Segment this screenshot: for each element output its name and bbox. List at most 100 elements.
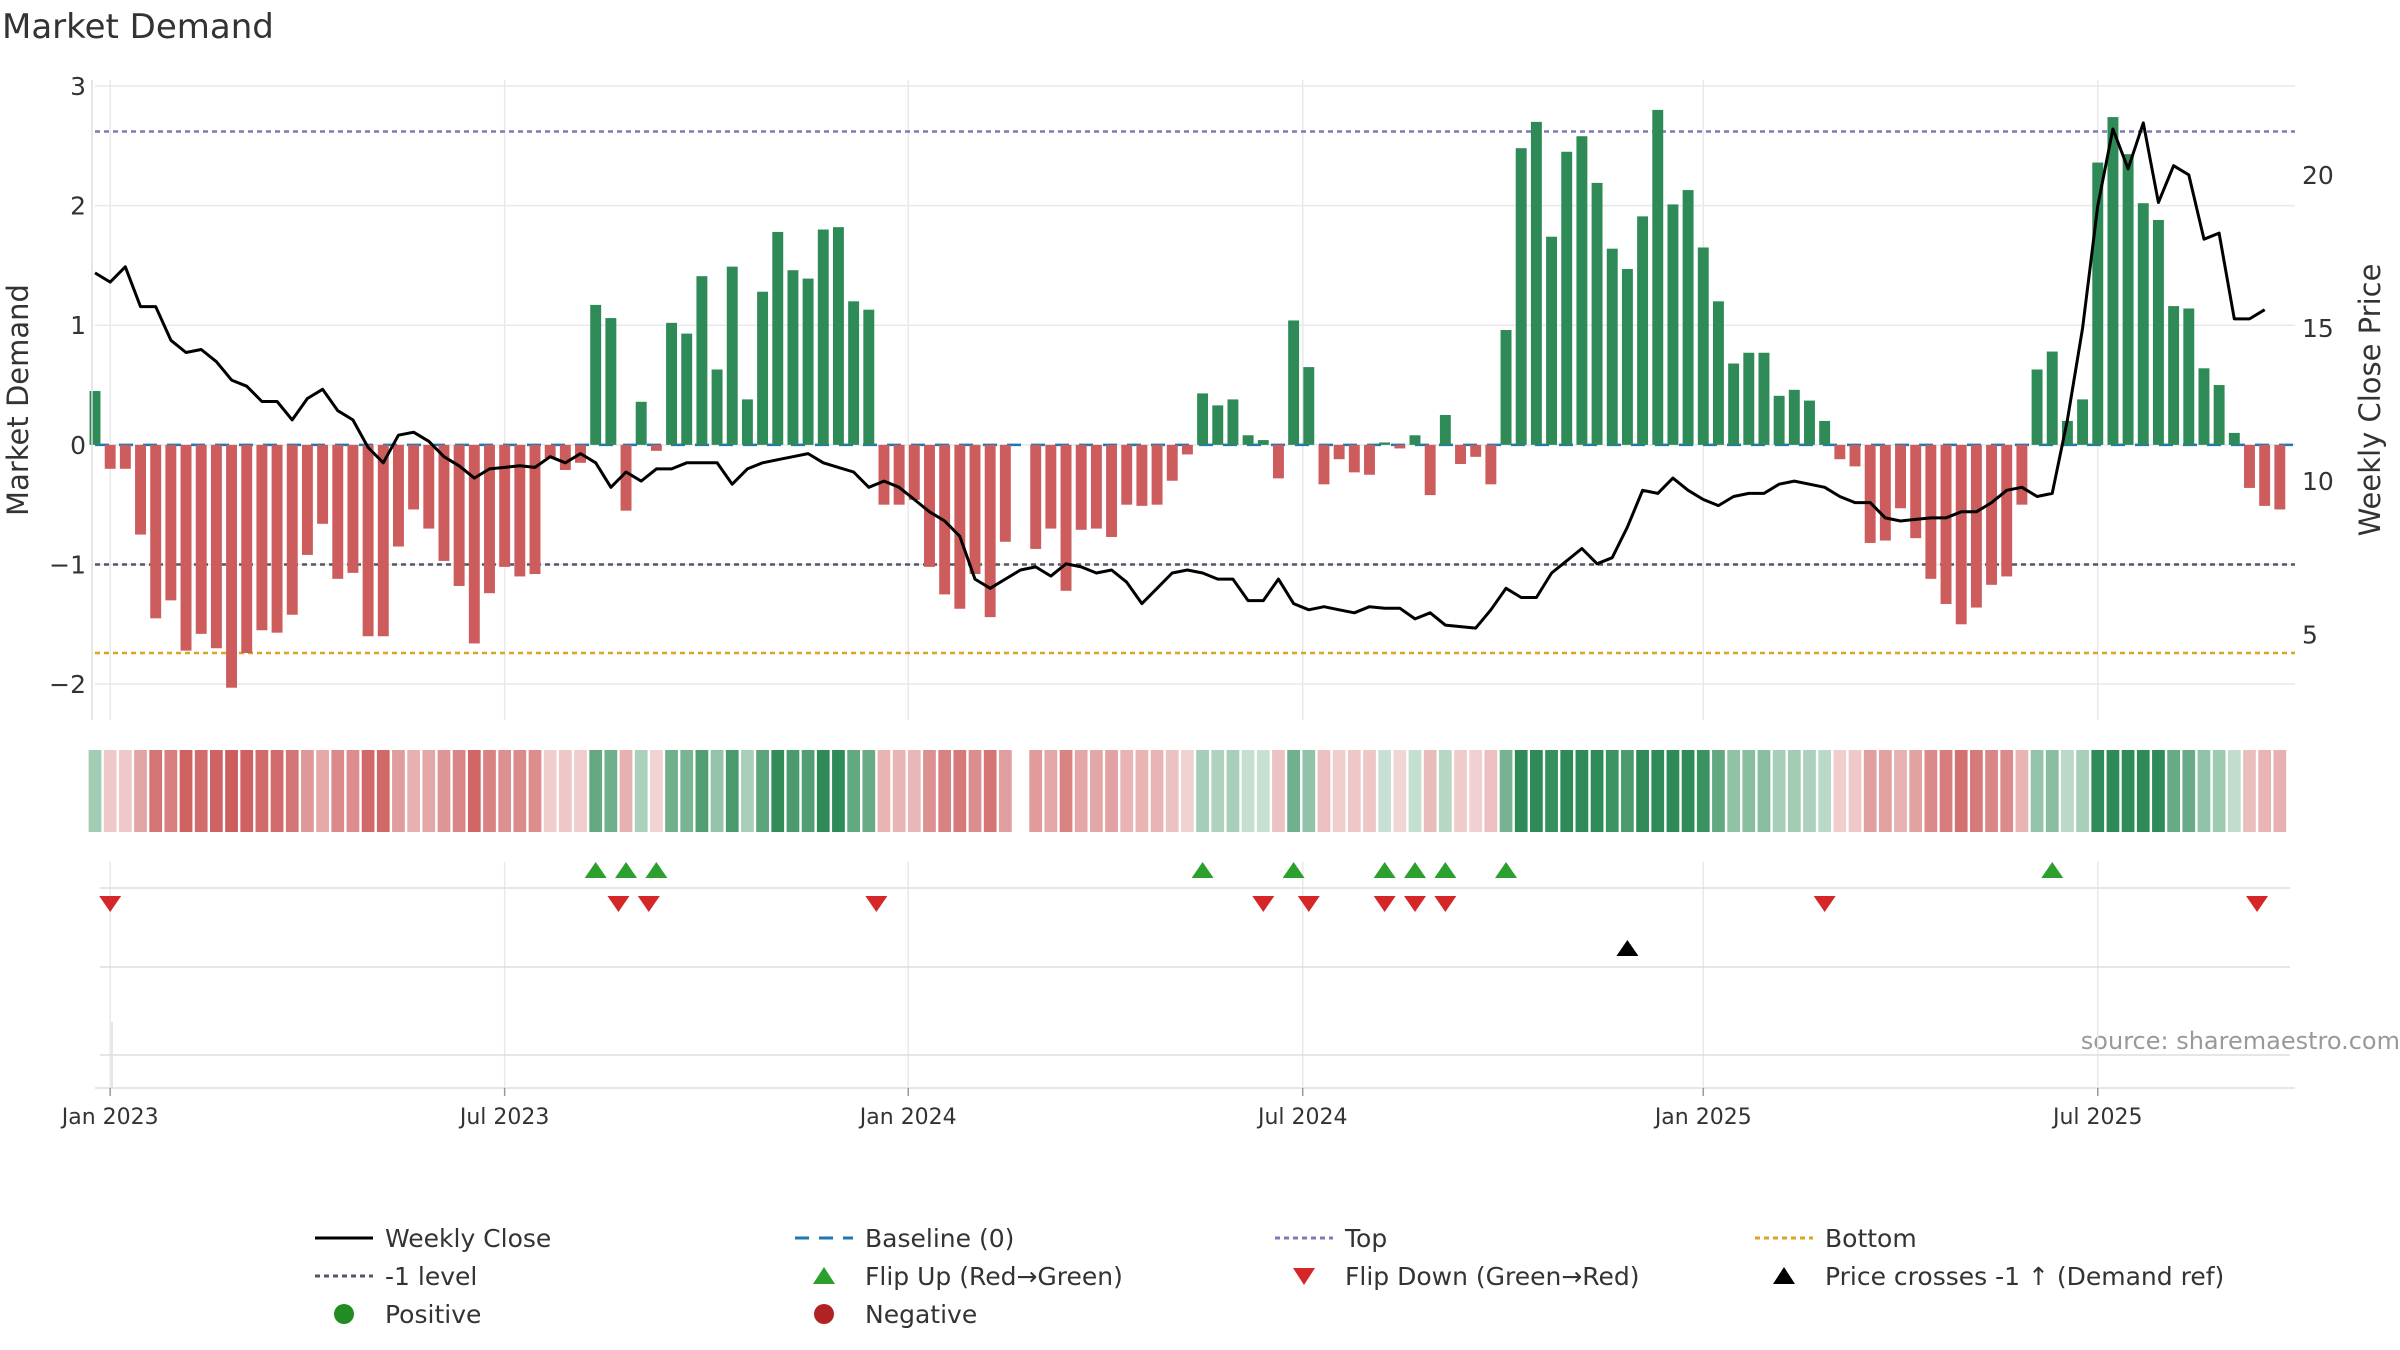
positive-demand-bar — [2228, 432, 2240, 445]
heat-strip-cell — [2045, 750, 2059, 832]
negative-demand-bar — [301, 444, 313, 555]
negative-demand-bar — [332, 444, 344, 579]
positive-demand-bar — [2122, 154, 2134, 445]
heat-strip-cell — [134, 750, 147, 832]
heat-strip-cell — [832, 750, 845, 832]
positive-demand-bar — [1697, 247, 1709, 445]
negative-demand-bar — [529, 444, 541, 575]
positive-demand-bar — [1257, 440, 1269, 445]
heat-strip-cell — [1712, 750, 1725, 832]
flip-up-marker — [2041, 862, 2064, 878]
negative-demand-bar — [1910, 444, 1922, 539]
positive-demand-bar — [635, 401, 647, 445]
negative-demand-bar — [1075, 444, 1087, 530]
heat-strip-cell — [1317, 750, 1331, 832]
heat-strip-cell — [1863, 750, 1877, 832]
sign-flip-panel — [99, 862, 2290, 912]
negative-demand-bar — [2259, 444, 2271, 506]
legend-bottom: Bottom — [1825, 1224, 1917, 1253]
y2-tick-label: 5 — [2302, 620, 2318, 649]
positive-demand-bar — [2152, 219, 2164, 445]
heat-strip-cell — [1105, 750, 1118, 832]
positive-demand-bar — [1773, 395, 1785, 445]
legend-positive: Positive — [385, 1300, 481, 1329]
heat-strip-cell — [346, 750, 360, 832]
positive-demand-bar — [1439, 414, 1451, 445]
heat-strip-cell — [1484, 750, 1498, 832]
heat-strip-cell — [179, 750, 193, 832]
heat-strip-cell — [2197, 750, 2211, 832]
heat-strip-cell — [741, 750, 754, 832]
heat-strip-cell — [422, 750, 436, 832]
heat-strip-cell — [1970, 750, 1983, 832]
heat-strip-cell — [2030, 750, 2044, 832]
heat-strip-cell — [1939, 750, 1953, 832]
heat-strip-cell — [983, 750, 997, 832]
negative-demand-bar — [1455, 444, 1466, 464]
heat-strip-cell — [1347, 750, 1361, 832]
positive-demand-bar — [1591, 182, 1603, 445]
legend-weekly-close: Weekly Close — [385, 1224, 551, 1253]
heat-strip-cell — [376, 750, 390, 832]
heat-strip-cell — [1696, 750, 1710, 832]
legend-flip-up-icon — [813, 1267, 835, 1284]
negative-demand-bar — [1106, 444, 1118, 537]
heat-strip-cell — [1423, 750, 1437, 832]
negative-demand-bar — [119, 444, 131, 469]
positive-demand-bar — [696, 276, 708, 445]
negative-demand-bar — [453, 444, 465, 587]
flip-down-marker — [865, 896, 888, 912]
negative-demand-bar — [226, 444, 238, 688]
positive-demand-bar — [1212, 405, 1224, 445]
chart-title: Market Demand — [2, 7, 274, 47]
heat-strip-cell — [1636, 750, 1649, 832]
heat-strip-cell — [483, 750, 496, 832]
heat-strip-cell — [892, 750, 906, 832]
heat-strip-cell — [1408, 750, 1422, 832]
heat-strip-cell — [1044, 750, 1058, 832]
negative-demand-bar — [1181, 444, 1193, 455]
flip-up-marker — [1495, 862, 1518, 878]
heat-strip-cell — [285, 750, 299, 832]
legend-price-cross: Price crosses -1 ↑ (Demand ref) — [1825, 1262, 2224, 1291]
heat-strip-cell — [589, 750, 603, 832]
negative-demand-bar — [984, 444, 996, 618]
positive-demand-bar — [817, 229, 829, 445]
positive-demand-bar — [1530, 121, 1542, 445]
negative-demand-bar — [1424, 444, 1436, 496]
heat-strip-cell — [1469, 750, 1483, 832]
heat-strip-cell — [1757, 750, 1771, 832]
negative-demand-bar — [878, 444, 890, 505]
heat-strip-cell — [1438, 750, 1452, 832]
heat-strip-cell — [877, 750, 891, 832]
positive-demand-bar — [1758, 352, 1770, 445]
heat-strip-cell — [2258, 750, 2272, 832]
negative-demand-bar — [135, 444, 146, 535]
heat-strip-cell — [1241, 750, 1255, 832]
positive-demand-bar — [1606, 248, 1618, 445]
negative-demand-bar — [1925, 444, 1937, 579]
positive-demand-bar — [832, 227, 844, 445]
price-cross-panel — [100, 940, 2290, 968]
negative-demand-bar — [1333, 444, 1345, 460]
flip-down-marker — [1813, 896, 1836, 912]
positive-demand-bar — [2031, 369, 2043, 445]
heat-strip-cell — [88, 750, 102, 832]
heat-strip-cell — [2152, 750, 2165, 832]
negative-demand-bar — [423, 444, 435, 529]
negative-demand-bar — [969, 444, 981, 575]
heat-strip-cell — [998, 750, 1012, 832]
y-tick-label: 0 — [70, 431, 86, 460]
heat-strip-cell — [1499, 750, 1513, 832]
heat-strip-cell — [1120, 750, 1134, 832]
heat-strip-cell — [210, 750, 223, 832]
heat-strip-cell — [1363, 750, 1376, 832]
heat-strip-cell — [938, 750, 952, 832]
x-tick-label: Jan 2023 — [60, 1105, 159, 1130]
heat-strip-cell — [103, 750, 117, 832]
heat-strip-cell — [786, 750, 800, 832]
flip-down-marker — [1434, 896, 1457, 912]
negative-demand-bar — [150, 444, 162, 619]
heat-strip-cell — [331, 750, 345, 832]
